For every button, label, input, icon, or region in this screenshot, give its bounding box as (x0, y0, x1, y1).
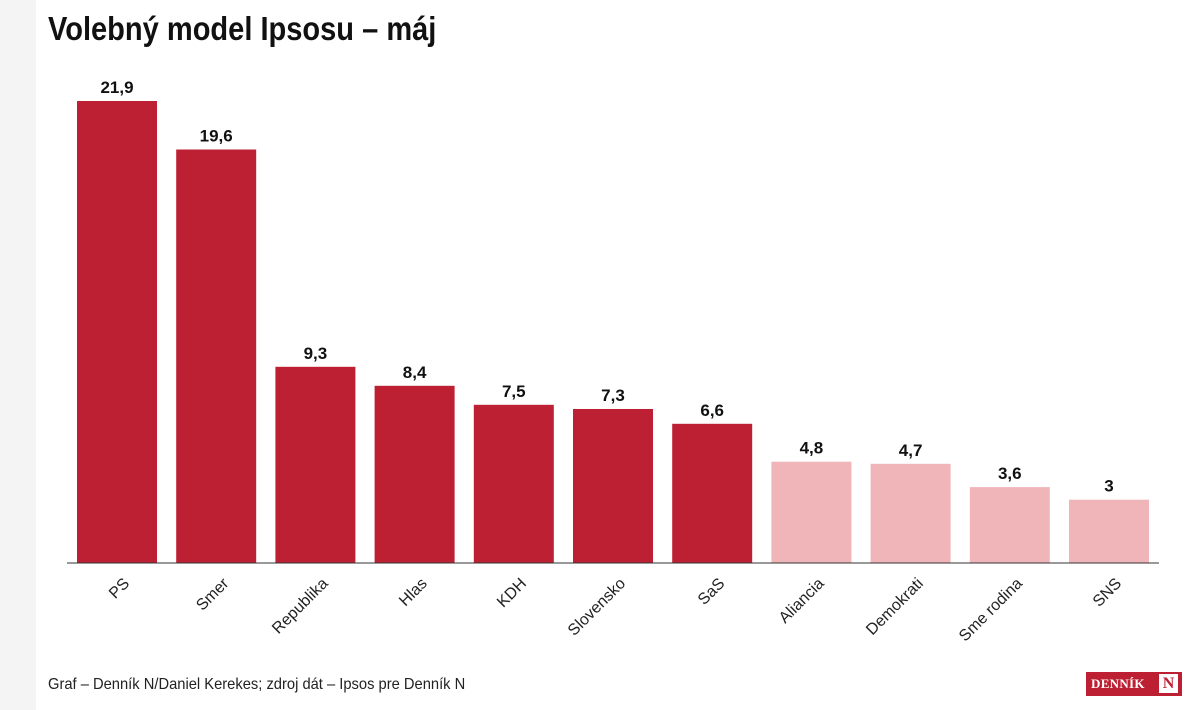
bar-demokrati (870, 463, 951, 563)
category-label-slovensko: Slovensko (565, 575, 629, 639)
value-label-hlas: 8,4 (403, 363, 427, 382)
value-label-sme-rodina: 3,6 (998, 464, 1022, 483)
value-label-republika: 9,3 (304, 344, 328, 363)
value-label-aliancia: 4,8 (800, 439, 824, 458)
chart-title: Volebný model Ipsosu – máj (48, 10, 437, 47)
dennik-n-logo: DENNÍK N (1086, 672, 1182, 696)
logo-text: DENNÍK (1091, 676, 1145, 691)
value-label-sas: 6,6 (700, 401, 724, 420)
value-label-ps: 21,9 (100, 78, 133, 97)
bar-slovensko (573, 409, 653, 563)
value-label-slovensko: 7,3 (601, 386, 625, 405)
bar-smer (176, 149, 257, 563)
category-label-aliancia: Aliancia (776, 575, 828, 627)
category-label-hlas: Hlas (396, 575, 431, 610)
category-label-sme-rodina: Sme rodina (956, 575, 1026, 645)
bar-ps (77, 101, 157, 563)
bar-kdh (473, 404, 554, 563)
category-label-sas: SaS (695, 575, 728, 608)
chart-footer-credit: Graf – Denník N/Daniel Kerekes; zdroj dá… (48, 676, 466, 693)
value-label-demokrati: 4,7 (899, 441, 923, 460)
value-label-smer: 19,6 (200, 127, 233, 146)
bar-sme-rodina (969, 487, 1050, 563)
category-labels-group: PS Smer Republika Hlas KDH Slovensko SaS Alianc… (106, 575, 1125, 645)
bar-sns (1069, 499, 1149, 563)
category-label-smer: Smer (193, 575, 233, 615)
category-label-ps: PS (106, 575, 133, 602)
bar-republika (275, 366, 356, 563)
category-label-demokrati: Demokrati (863, 575, 927, 639)
value-labels-group: 21,9 19,6 9,3 8,4 7,5 7,3 6,6 4,8 4,7 3,6 3 (100, 78, 1113, 496)
value-label-kdh: 7,5 (502, 382, 526, 401)
bar-hlas (374, 385, 455, 563)
value-label-sns: 3 (1104, 477, 1113, 496)
category-label-sns: SNS (1090, 575, 1125, 610)
category-label-kdh: KDH (494, 575, 530, 611)
logo-n-mark: N (1159, 674, 1178, 693)
bars-group (77, 101, 1149, 563)
bar-sas (672, 423, 753, 563)
left-margin-strip (0, 0, 36, 710)
bar-aliancia (771, 461, 852, 563)
category-label-republika: Republika (269, 575, 331, 637)
